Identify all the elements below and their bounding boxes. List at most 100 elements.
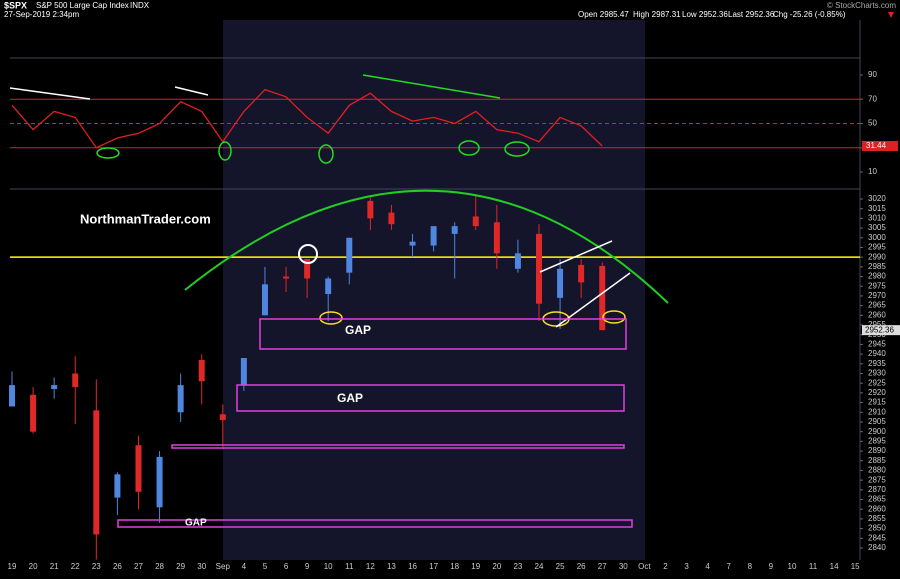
x-tick-label: 19 [471,562,480,571]
y-tick-label: 2975 [868,281,886,290]
x-tick-label: 5 [263,562,268,571]
candle-body [72,373,79,388]
y-tick-label: 2990 [868,252,886,261]
x-tick-label: 8 [748,562,753,571]
down-arrow [888,12,894,18]
candle-body [177,385,184,413]
x-tick-label: 24 [535,562,544,571]
candle-body [409,241,416,246]
highlight [298,244,318,264]
candle-body [367,200,374,219]
y-tick-label: 2940 [868,349,886,358]
x-tick-label: 27 [598,562,607,571]
y-tick-label: 2850 [868,524,886,533]
y-tick-label: 2855 [868,514,886,523]
y-tick-label: 2885 [868,456,886,465]
exchange: INDX [130,1,150,10]
candle-body [283,276,290,279]
last-value-box [862,140,898,151]
candle-body [557,268,564,298]
x-tick-label: 11 [345,562,354,571]
trendline [9,87,91,100]
candle-body [240,357,247,386]
y-tick-label: 2955 [868,320,886,329]
candle-body [51,385,58,390]
x-tick-label: 20 [29,562,38,571]
y-tick-label: 2845 [868,533,886,542]
y-tick-label: 3015 [868,204,886,213]
candle-body [219,414,226,421]
x-tick-label: 13 [387,562,396,571]
x-tick-label: 2 [663,562,668,571]
y-tick-label: 2935 [868,359,886,368]
candle-body [346,237,353,273]
date: 27-Sep-2019 2:34pm [4,10,80,19]
quote: Open 2985.47 [578,10,629,19]
quote: Last 2952.36 [728,10,775,19]
marks: 103050709031.442840284528502855286028652… [8,70,900,571]
x-tick-label: 23 [513,562,522,571]
x-tick-label: 10 [324,562,333,571]
candle-body [135,445,142,492]
y-tick-label: 2945 [868,340,886,349]
highlight [318,144,334,164]
candle-body [9,385,15,407]
y-tick-label: 2995 [868,243,886,252]
candle-body [156,456,163,508]
y-tick-label: 2920 [868,388,886,397]
last-value-label: 31.44 [866,141,887,150]
x-tick-label: 22 [71,562,80,571]
y-tick-label: 2915 [868,398,886,407]
candle-body [430,226,437,246]
trendline [174,86,209,96]
y-tick-label: 3000 [868,233,886,242]
x-tick-label: 6 [284,562,289,571]
gap-label: GAP [345,323,371,337]
x-tick-label: 11 [809,562,818,571]
credit: © StockCharts.com [827,1,896,10]
shaded-region [223,20,645,560]
x-tick-label: 15 [851,562,860,571]
quote: Chg -25.26 (-0.85%) [773,10,846,19]
x-tick-label: 26 [113,562,122,571]
y-tick-label: 2870 [868,485,886,494]
watermark: NorthmanTrader.com [80,211,211,226]
quote: Low 2952.36 [682,10,728,19]
x-tick-label: 23 [92,562,101,571]
y-tick-label: 2985 [868,262,886,271]
highlight [96,147,120,159]
x-tick-label: 20 [492,562,501,571]
candle-body [578,264,585,283]
candle-body [536,233,542,304]
index-name: S&P 500 Large Cap Index [36,1,129,10]
y-tick-label: 10 [868,167,877,176]
x-tick-label: 4 [705,562,710,571]
arc [184,189,669,304]
x-tick-label: 26 [577,562,586,571]
y-tick-label: 2905 [868,417,886,426]
x-tick-label: 27 [134,562,143,571]
y-tick-label: 2880 [868,466,886,475]
gap-label: GAP [337,391,363,405]
x-tick-label: Oct [638,562,651,571]
last-value-box [862,325,900,336]
candle-body [493,222,500,254]
x-tick-label: 16 [408,562,417,571]
y-tick-label: 2865 [868,495,886,504]
last-value-label: 2952.36 [865,325,894,334]
header: $SPX S&P 500 Large Cap Index INDX 27-Sep… [4,0,896,19]
y-tick-label: 50 [868,119,877,128]
highlight [458,140,480,156]
rsi-line [11,88,603,149]
x-tick-label: 4 [242,562,247,571]
highlight [504,141,530,157]
y-tick-label: 2900 [868,427,886,436]
x-tick-label: 7 [726,562,731,571]
x-tick-label: 9 [305,562,310,571]
y-tick-label: 2860 [868,504,886,513]
candle-body [261,284,268,316]
candle-body [30,394,37,432]
gap-box [259,318,627,350]
quote: High 2987.31 [633,10,681,19]
